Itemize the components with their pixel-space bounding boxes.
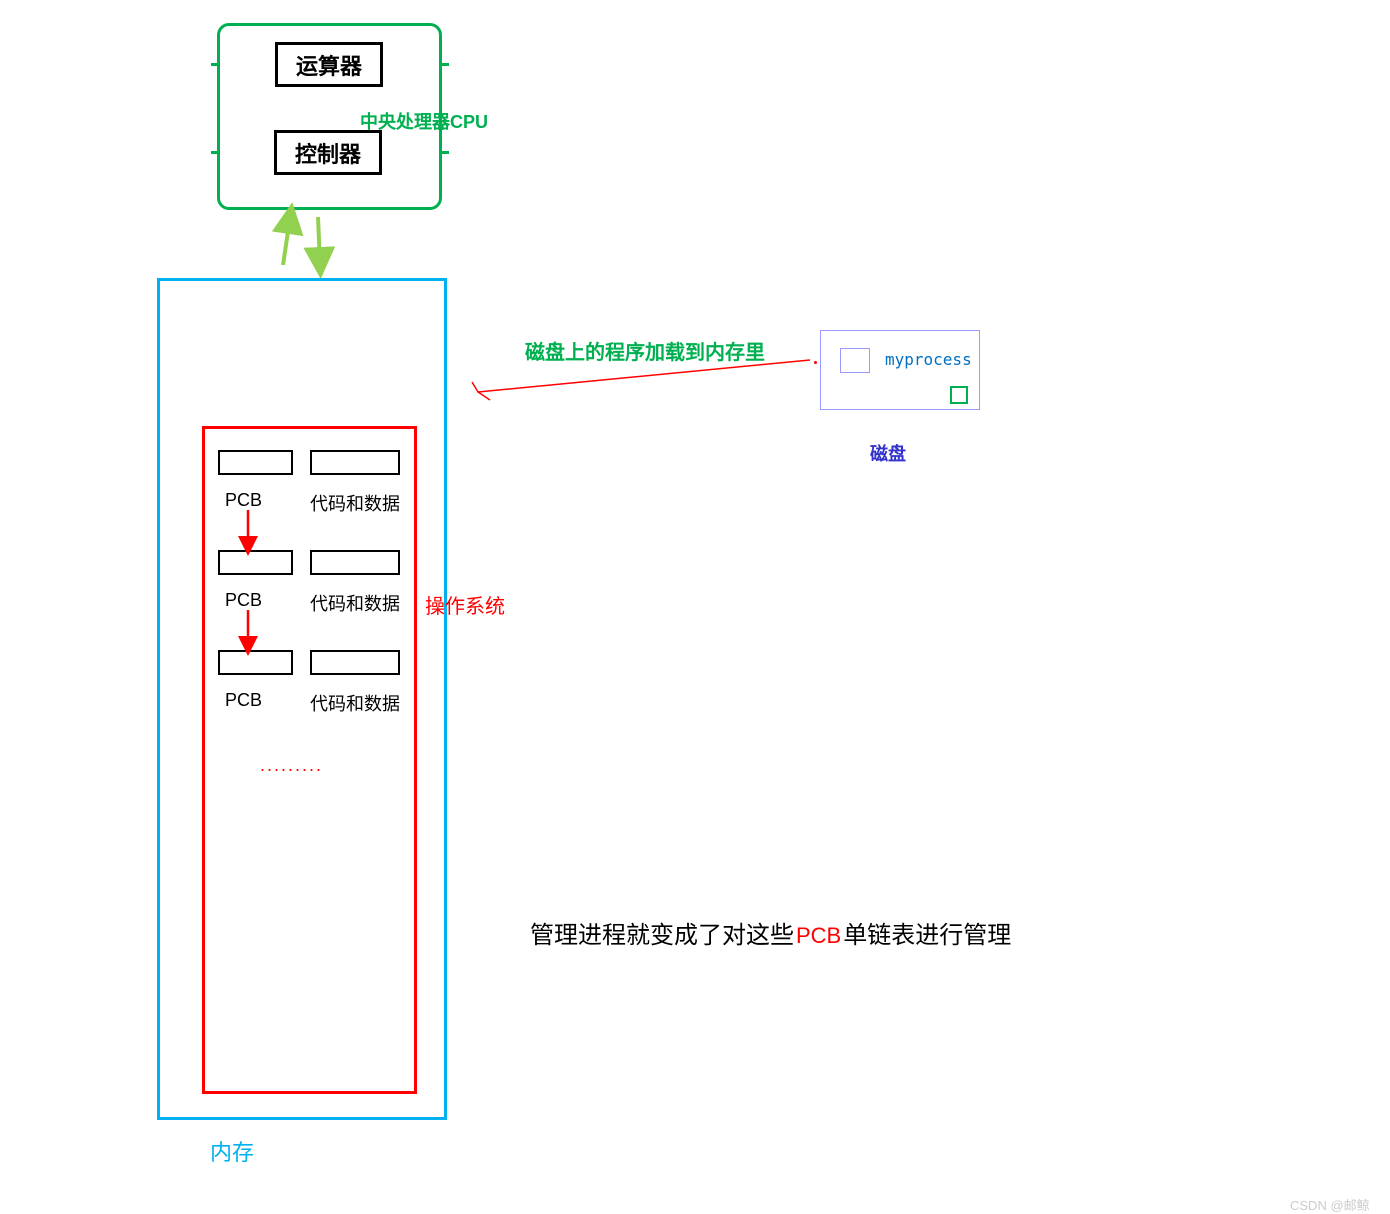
- bottom-text: 管理进程就变成了对这些PCB单链表进行管理: [530, 915, 1011, 950]
- code-label: 代码和数据: [310, 490, 400, 516]
- pcb-box: [218, 450, 293, 475]
- ellipsis: .........: [260, 755, 323, 776]
- code-label: 代码和数据: [310, 690, 400, 716]
- disk-red-dot: [814, 361, 817, 364]
- load-arrow-label: 磁盘上的程序加载到内存里: [525, 336, 765, 365]
- pcb-label: PCB: [225, 590, 262, 611]
- watermark: CSDN @邮鲸: [1290, 1195, 1370, 1214]
- memory-label: 内存: [210, 1135, 254, 1167]
- cpu-tick: [442, 63, 449, 66]
- alu-label: 运算器: [296, 49, 362, 81]
- bottom-text-part3: 单链表进行管理: [843, 922, 1011, 949]
- controller-label: 控制器: [295, 137, 361, 169]
- myprocess-label: myprocess: [885, 350, 972, 369]
- cpu-label: 中央处理器CPU: [360, 108, 488, 134]
- cpu-tick: [211, 63, 218, 66]
- disk-label: 磁盘: [870, 440, 906, 466]
- bottom-text-part1: 管理进程就变成了对这些: [530, 922, 794, 949]
- disk-green-square: [950, 386, 968, 404]
- os-label: 操作系统: [425, 590, 505, 619]
- code-box: [310, 450, 400, 475]
- pcb-label: PCB: [225, 490, 262, 511]
- cpu-tick: [211, 151, 218, 154]
- bottom-text-part2: PCB: [796, 923, 841, 948]
- pcb-box: [218, 650, 293, 675]
- controller-box: 控制器: [274, 130, 382, 175]
- pcb-label: PCB: [225, 690, 262, 711]
- code-label: 代码和数据: [310, 590, 400, 616]
- pcb-box: [218, 550, 293, 575]
- cpu-tick: [442, 151, 449, 154]
- alu-box: 运算器: [275, 42, 383, 87]
- disk-inner-box: [840, 348, 870, 373]
- code-box: [310, 550, 400, 575]
- code-box: [310, 650, 400, 675]
